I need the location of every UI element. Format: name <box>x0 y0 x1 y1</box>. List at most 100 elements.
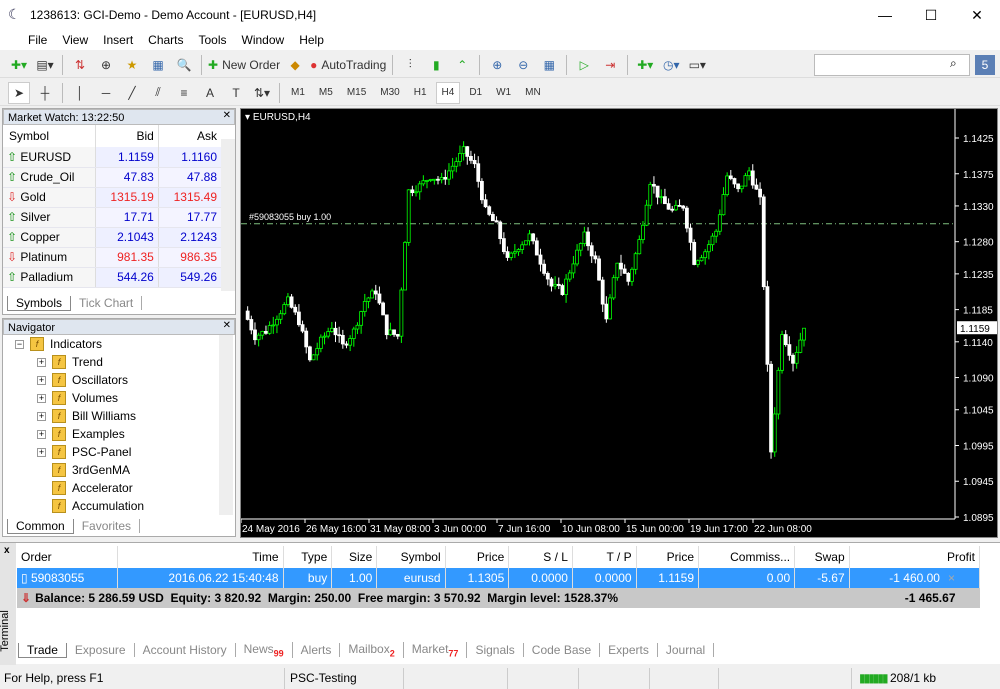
column-header[interactable]: Price <box>636 546 700 568</box>
tab-tick-chart[interactable]: Tick Chart <box>71 296 143 310</box>
profiles-icon[interactable]: ▤▾ <box>36 57 54 72</box>
terminal-icon[interactable]: ▦ <box>152 57 164 72</box>
horizontal-line-icon[interactable]: ─ <box>101 85 111 100</box>
templates-icon[interactable]: ▭▾ <box>688 57 706 72</box>
navigator-item[interactable]: + f Trend <box>3 353 235 371</box>
new-order-button[interactable]: ✚ New Order <box>208 54 280 76</box>
menu-window[interactable]: Window <box>241 33 285 47</box>
tab-mailbox[interactable]: Mailbox2 <box>340 641 404 659</box>
column-header[interactable]: Time <box>117 546 284 568</box>
navigator-item[interactable]: + f Volumes <box>3 389 235 407</box>
navigator-item[interactable]: + f PSC-Panel <box>3 443 235 461</box>
timeframe-h4[interactable]: H4 <box>435 81 461 104</box>
navigator-icon[interactable]: ★ <box>126 57 138 72</box>
navigator-item[interactable]: f 3rdGenMA <box>3 461 235 479</box>
expand-icon[interactable]: + <box>37 410 46 421</box>
tab-market[interactable]: Market77 <box>404 641 468 659</box>
market-watch-icon[interactable]: ⇅ <box>74 57 86 72</box>
price-chart[interactable]: 1.1425 1.1375 1.1330 1.1280 1.1235 1.1185 1.11… <box>240 109 997 537</box>
terminal-close-icon[interactable]: x <box>4 545 10 556</box>
navigator-item[interactable]: f Accumulation <box>3 497 235 515</box>
symbol-row[interactable]: ⇩ Platinum 981.35 986.35 <box>3 247 221 268</box>
timeframe-m15[interactable]: M15 <box>346 87 367 98</box>
strategy-tester-icon[interactable]: 🔍 <box>176 57 192 72</box>
navigator-item[interactable]: + f Examples <box>3 425 235 443</box>
community-icon[interactable]: 5 <box>975 55 995 75</box>
column-header[interactable]: Symbol <box>376 546 446 568</box>
navigator-item[interactable]: − f Indicators <box>3 335 235 353</box>
candlestick-icon[interactable]: ▮ <box>432 57 440 72</box>
scrollbar[interactable] <box>219 335 233 515</box>
symbol-row[interactable]: ⇧ Crude_Oil 47.83 47.88 <box>3 167 221 188</box>
scrollbar[interactable] <box>221 139 235 291</box>
expand-icon[interactable]: + <box>37 374 46 385</box>
timeframe-m5[interactable]: M5 <box>318 87 333 98</box>
column-header[interactable]: Size <box>331 546 378 568</box>
column-header[interactable]: T / P <box>572 546 637 568</box>
metaeditor-icon[interactable]: ◆ <box>290 57 300 72</box>
column-header[interactable]: Type <box>283 546 333 568</box>
zoom-in-icon[interactable]: ⊕ <box>492 57 503 72</box>
tab-trade[interactable]: Trade <box>18 642 67 658</box>
timeframe-w1[interactable]: W1 <box>496 87 512 98</box>
expand-icon[interactable]: + <box>37 392 46 403</box>
timeframe-h1[interactable]: H1 <box>413 87 427 98</box>
text-label-icon[interactable]: T <box>232 85 240 100</box>
column-header[interactable]: Swap <box>794 546 850 568</box>
chart-shift-icon[interactable]: ⇥ <box>605 57 616 72</box>
tab-signals[interactable]: Signals <box>467 643 524 657</box>
timeframe-mn[interactable]: MN <box>525 87 541 98</box>
navigator-item[interactable]: f Accelerator <box>3 479 235 497</box>
tab-favorites[interactable]: Favorites <box>74 519 141 533</box>
expand-icon[interactable]: + <box>37 356 46 367</box>
column-header[interactable]: S / L <box>508 546 573 568</box>
vertical-line-icon[interactable]: │ <box>76 85 84 100</box>
column-header[interactable]: Price <box>445 546 510 568</box>
menu-charts[interactable]: Charts <box>148 33 184 47</box>
symbol-row[interactable]: ⇧ EURUSD 1.1159 1.1160 <box>3 147 221 168</box>
indicators-icon[interactable]: ✚▾ <box>637 57 654 72</box>
column-header[interactable]: Ask <box>196 129 217 143</box>
new-chart-icon[interactable]: ✚▾ <box>10 57 28 72</box>
arrows-icon[interactable]: ⇅▾ <box>253 85 271 100</box>
tab-account-history[interactable]: Account History <box>135 643 236 657</box>
trendline-icon[interactable]: ╱ <box>128 85 136 100</box>
close-order-icon[interactable]: × <box>947 571 955 585</box>
tab-experts[interactable]: Experts <box>600 643 658 657</box>
auto-scroll-icon[interactable]: ▷ <box>579 57 589 72</box>
tab-journal[interactable]: Journal <box>658 643 715 657</box>
menu-help[interactable]: Help <box>299 33 324 47</box>
zoom-out-icon[interactable]: ⊖ <box>518 57 529 72</box>
menu-tools[interactable]: Tools <box>198 33 227 47</box>
tile-windows-icon[interactable]: ▦ <box>543 57 555 72</box>
search-input[interactable] <box>814 54 970 76</box>
symbol-row[interactable]: ⇩ Gold 1315.19 1315.49 <box>3 187 221 208</box>
tab-code-base[interactable]: Code Base <box>524 643 601 657</box>
menu-view[interactable]: View <box>62 33 89 47</box>
timeframe-m1[interactable]: M1 <box>291 87 305 98</box>
periods-icon[interactable]: ◷▾ <box>663 57 680 72</box>
bar-chart-icon[interactable]: ⫶ <box>408 57 412 71</box>
symbol-row[interactable]: ⇧ Copper 2.1043 2.1243 <box>3 227 221 248</box>
symbol-row[interactable]: ⇧ Silver 17.71 17.77 <box>3 207 221 228</box>
text-icon[interactable]: A <box>205 85 214 100</box>
fibonacci-icon[interactable]: ≡ <box>180 85 188 100</box>
search-icon[interactable]: ⌕ <box>950 56 957 70</box>
column-header[interactable]: Bid <box>95 125 159 147</box>
cursor-icon[interactable]: ➤ <box>8 81 30 104</box>
timeframe-d1[interactable]: D1 <box>469 87 483 98</box>
timeframe-m30[interactable]: M30 <box>380 87 400 98</box>
line-chart-icon[interactable]: ⌃ <box>457 57 468 72</box>
column-header[interactable]: Profit <box>849 546 981 568</box>
minimize-button[interactable]: — <box>878 7 892 23</box>
tab-alerts[interactable]: Alerts <box>293 643 341 657</box>
maximize-button[interactable]: ☐ <box>924 7 938 23</box>
panel-close-icon[interactable]: ✕ <box>222 320 231 331</box>
menu-insert[interactable]: Insert <box>103 33 134 47</box>
equidistant-channel-icon[interactable]: ⫽ <box>155 85 161 99</box>
collapse-icon[interactable]: − <box>15 338 24 349</box>
close-button[interactable]: ✕ <box>971 7 983 23</box>
tab-common[interactable]: Common <box>7 518 74 534</box>
tab-symbols[interactable]: Symbols <box>7 295 72 311</box>
tab-exposure[interactable]: Exposure <box>67 643 135 657</box>
